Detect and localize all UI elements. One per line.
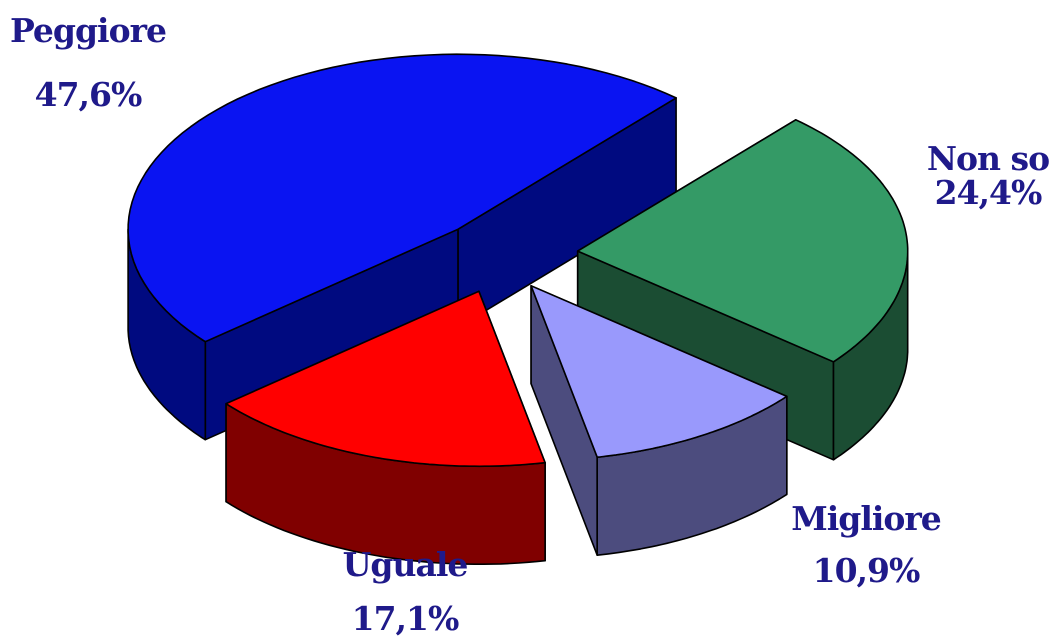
slice-migliore-top [530, 285, 788, 458]
slice-label-non-so: Non so 24,4% [927, 139, 1050, 212]
pie-slices [127, 53, 909, 565]
category-label-non-so: Non so [927, 139, 1049, 178]
value-label-non-so: 24,4% [935, 173, 1042, 212]
value-label-peggiore: 47,6% [35, 75, 142, 114]
slice-uguale-top [225, 290, 546, 468]
slice-migliore [530, 285, 788, 556]
slice-label-migliore: Migliore 10,9% [791, 499, 942, 590]
category-label-migliore: Migliore [791, 499, 941, 538]
slice-label-peggiore: Peggiore 47,6% [10, 11, 167, 114]
category-label-peggiore: Peggiore [10, 11, 166, 50]
slice-label-uguale: Uguale 17,1% [343, 545, 469, 638]
category-label-uguale: Uguale [343, 545, 468, 584]
slice-uguale [225, 290, 546, 565]
slice-non-so-top [576, 119, 909, 363]
value-label-uguale: 17,1% [352, 599, 459, 638]
value-label-migliore: 10,9% [813, 551, 920, 590]
slice-peggiore-top [127, 53, 677, 343]
